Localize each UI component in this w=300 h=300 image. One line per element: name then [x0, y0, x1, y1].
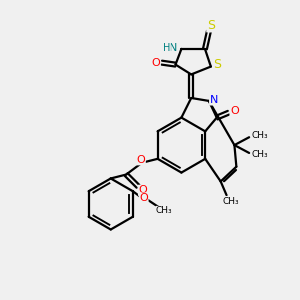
Text: CH₃: CH₃ [252, 150, 268, 159]
Text: H: H [163, 43, 170, 53]
Text: O: O [230, 106, 239, 116]
Text: S: S [213, 58, 221, 71]
Text: CH₃: CH₃ [252, 131, 268, 140]
Text: O: O [139, 193, 148, 203]
Text: CH₃: CH₃ [156, 206, 172, 215]
Text: S: S [207, 19, 215, 32]
Text: O: O [139, 185, 147, 195]
Text: O: O [152, 58, 160, 68]
Text: N: N [210, 95, 218, 105]
Text: N: N [169, 43, 178, 53]
Text: O: O [136, 155, 145, 165]
Text: CH₃: CH₃ [222, 196, 239, 206]
